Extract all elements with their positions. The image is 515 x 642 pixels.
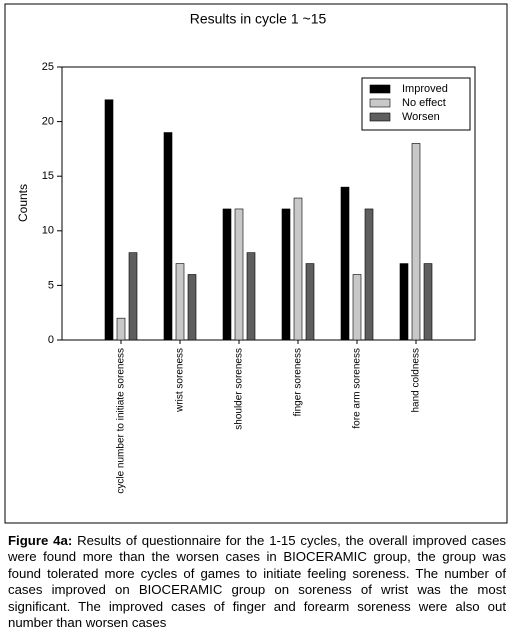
y-axis-label: Counts (16, 184, 30, 222)
chart-border (4, 3, 508, 524)
bar (104, 99, 114, 341)
y-tick-label: 15 (42, 170, 54, 182)
legend-label: No effect (402, 97, 446, 109)
caption-text: Results of questionnaire for the 1-15 cy… (8, 533, 506, 631)
bar (352, 274, 362, 341)
bar (423, 263, 433, 341)
x-tick-label: cycle number to initiate soreness (116, 348, 127, 494)
legend-label: Worsen (402, 111, 440, 123)
x-tick-label: hand coldness (411, 348, 422, 413)
chart: Results in cycle 1 ~15 Counts 0 5 10 15 20 25… (4, 3, 508, 524)
bar (175, 263, 185, 341)
bar (128, 252, 138, 341)
caption-label: Figure 4a: (8, 533, 73, 548)
y-tick-label: 25 (42, 61, 54, 73)
bar (293, 197, 303, 341)
y-tick-label: 0 (48, 334, 54, 346)
bar (116, 317, 126, 341)
bar (246, 252, 256, 341)
chart-title: Results in cycle 1 ~15 (190, 11, 327, 27)
legend-swatch (369, 84, 391, 94)
bar (234, 208, 244, 341)
caption: Figure 4a: Results of questionnaire for … (8, 533, 506, 631)
y-tick-label: 10 (42, 225, 54, 237)
x-tick-label: finger soreness (293, 348, 304, 416)
bar (163, 132, 173, 341)
bar (399, 263, 409, 341)
x-tick-label: fore arm soreness (352, 348, 363, 429)
x-tick-label: shoulder soreness (234, 348, 245, 430)
y-tick-label: 20 (42, 116, 54, 128)
y-tick-label: 5 (48, 279, 54, 291)
x-tick-label: wrist soreness (175, 348, 186, 413)
bar (305, 263, 315, 341)
bar (281, 208, 291, 341)
legend-swatch (369, 98, 391, 108)
bar (364, 208, 374, 341)
legend-swatch (369, 112, 391, 122)
bar (187, 274, 197, 341)
plot-frame (61, 66, 476, 341)
bar (222, 208, 232, 341)
legend-label: Improved (402, 83, 448, 95)
bar (411, 143, 421, 341)
bar (340, 186, 350, 341)
